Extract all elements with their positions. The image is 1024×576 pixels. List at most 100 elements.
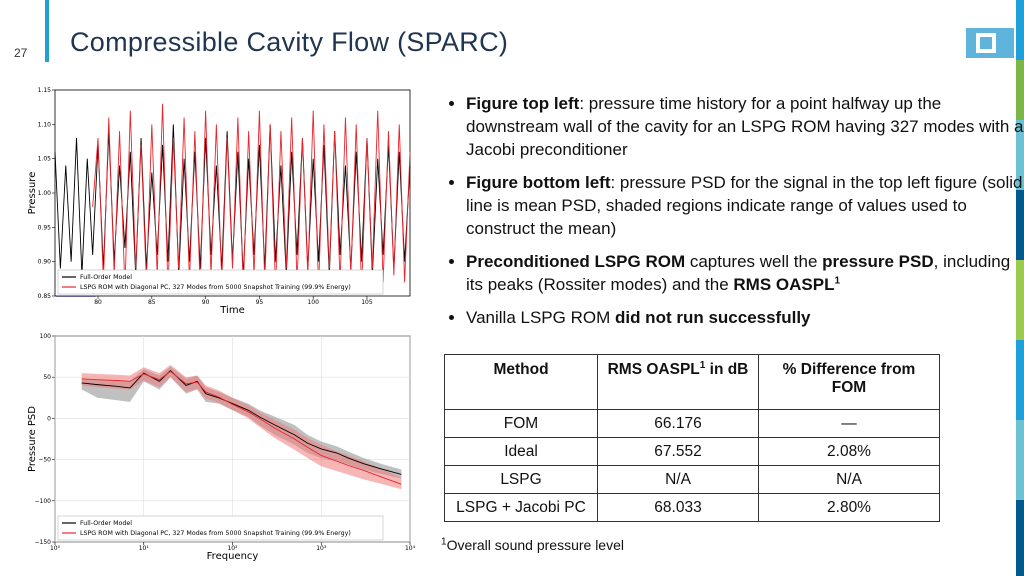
y-tick-label: 0 bbox=[47, 415, 51, 422]
table-cell: 2.08% bbox=[758, 437, 940, 466]
y-tick-label: 100 bbox=[40, 333, 52, 340]
text-run: : pressure PSD for the signal in the top… bbox=[466, 173, 1023, 238]
table-cell: Ideal bbox=[444, 437, 598, 466]
text-run: 1 bbox=[699, 359, 706, 371]
legend-label: LSPG ROM with Diagonal PC, 327 Modes fro… bbox=[80, 530, 351, 537]
logo-mark bbox=[980, 37, 992, 49]
text-run: captures well the bbox=[685, 252, 823, 271]
bullet: Figure bottom left: pressure PSD for the… bbox=[466, 171, 1024, 240]
bullet-list: Figure top left: pressure time history f… bbox=[446, 92, 1024, 339]
x-tick-label: 10⁴ bbox=[405, 545, 416, 552]
table-cell: — bbox=[758, 409, 940, 438]
table-cell: LSPG bbox=[444, 465, 598, 494]
edge-strip bbox=[1016, 60, 1024, 120]
table-cell: N/A bbox=[597, 465, 759, 494]
series-line bbox=[81, 370, 402, 485]
legend-label: Full-Order Model bbox=[80, 274, 132, 281]
bold-text: Preconditioned LSPG ROM bbox=[466, 252, 685, 271]
x-tick-label: 85 bbox=[148, 299, 156, 306]
bullet: Vanilla LSPG ROM did not run successfull… bbox=[466, 306, 1024, 329]
bold-text: pressure PSD bbox=[822, 252, 934, 271]
header-cell: % Difference from FOM bbox=[758, 354, 940, 410]
table-row: FOM 66.176— bbox=[444, 409, 940, 438]
edge-strip bbox=[1016, 120, 1024, 190]
text-run: Overall sound pressure level bbox=[446, 537, 624, 553]
bold-text: Figure top left bbox=[466, 94, 579, 113]
edge-strip bbox=[1016, 340, 1024, 420]
superscript: 1 bbox=[441, 536, 447, 547]
slide-number: 27 bbox=[14, 46, 28, 60]
text-run: 1 bbox=[441, 536, 447, 548]
y-tick-label: 1.10 bbox=[38, 121, 52, 128]
legend-label: Full-Order Model bbox=[80, 520, 132, 527]
legend-label: LSPG ROM with Diagonal PC, 327 Modes fro… bbox=[80, 284, 351, 291]
edge-strip bbox=[1016, 260, 1024, 340]
text-run: Figure bottom left bbox=[466, 173, 611, 192]
band bbox=[81, 364, 402, 490]
y-axis-label: Pressure bbox=[27, 172, 38, 215]
superscript: 1 bbox=[834, 275, 840, 286]
text-run: : pressure time history for a point half… bbox=[466, 94, 1024, 159]
y-tick-label: 0.90 bbox=[38, 259, 52, 266]
header-cell: RMS OASPL1 in dB bbox=[597, 354, 759, 410]
bold-text: did not run successfully bbox=[615, 308, 811, 327]
y-tick-label: 0.85 bbox=[38, 293, 52, 300]
x-axis-label: Frequency bbox=[207, 551, 259, 562]
edge-strip bbox=[1016, 0, 1024, 60]
text-run: in dB bbox=[705, 361, 749, 378]
x-tick-label: 100 bbox=[307, 299, 319, 306]
table-cell: 66.176 bbox=[597, 409, 759, 438]
bullet: Preconditioned LSPG ROM captures well th… bbox=[466, 250, 1024, 296]
bullet: Figure top left: pressure time history f… bbox=[466, 92, 1024, 161]
y-tick-label: −50 bbox=[38, 457, 51, 464]
table-cell: 68.033 bbox=[597, 493, 759, 522]
x-tick-label: 90 bbox=[202, 299, 210, 306]
edge-strip bbox=[1016, 500, 1024, 576]
x-tick-label: 10⁰ bbox=[50, 545, 61, 552]
y-tick-label: 1.00 bbox=[38, 190, 52, 197]
table-row: LSPG N/A N/A bbox=[444, 465, 940, 494]
x-axis-label: Time bbox=[219, 305, 244, 316]
y-tick-label: −150 bbox=[35, 539, 52, 546]
table-cell: LSPG + Jacobi PC bbox=[444, 493, 598, 522]
text-run: RMS OASPL bbox=[607, 361, 700, 378]
x-tick-label: 10¹ bbox=[139, 545, 150, 552]
y-tick-label: 50 bbox=[43, 374, 51, 381]
legend-box bbox=[57, 515, 384, 541]
text-run: Method bbox=[493, 361, 549, 378]
y-tick-label: −100 bbox=[35, 498, 52, 505]
x-tick-label: 95 bbox=[256, 299, 264, 306]
table-cell: 67.552 bbox=[597, 437, 759, 466]
x-tick-label: 10³ bbox=[316, 545, 327, 552]
text-run: 1 bbox=[834, 275, 841, 287]
text-run: Vanilla LSPG ROM bbox=[466, 308, 615, 327]
edge-strip bbox=[1016, 190, 1024, 260]
superscript: 1 bbox=[700, 360, 706, 371]
header-row: Method RMS OASPL1 in dB % Difference from … bbox=[444, 354, 940, 410]
y-tick-label: 1.15 bbox=[38, 87, 52, 94]
x-tick-label: 105 bbox=[361, 299, 373, 306]
x-tick-label: 80 bbox=[94, 299, 102, 306]
y-tick-label: 1.05 bbox=[38, 156, 52, 163]
accent-bar bbox=[45, 0, 49, 62]
results-table: Method RMS OASPL1 in dB % Difference from … bbox=[444, 354, 940, 522]
series-line bbox=[92, 103, 411, 290]
table-cell: 2.80% bbox=[758, 493, 940, 522]
footnote: 1Overall sound pressure level bbox=[441, 537, 624, 553]
text-run: Figure top left bbox=[466, 94, 580, 113]
text-run: , including its peaks (Rossiter modes) a… bbox=[466, 252, 1011, 294]
table-row: LSPG + Jacobi PC 68.033 2.80% bbox=[444, 493, 940, 522]
series-line bbox=[81, 369, 402, 475]
edge-strip bbox=[1016, 420, 1024, 500]
y-axis-label: Pressure PSD bbox=[27, 406, 38, 472]
text-run: pressure PSD bbox=[822, 252, 934, 271]
x-tick-label: 10² bbox=[227, 545, 238, 552]
bold-text: Figure bottom left bbox=[466, 173, 610, 192]
text-run: RMS OASPL bbox=[733, 275, 835, 294]
text-run: did not run successfully bbox=[614, 308, 811, 327]
header-cell: Method bbox=[444, 354, 598, 410]
table-cell: FOM bbox=[444, 409, 598, 438]
bold-text: 1 bbox=[834, 275, 840, 286]
